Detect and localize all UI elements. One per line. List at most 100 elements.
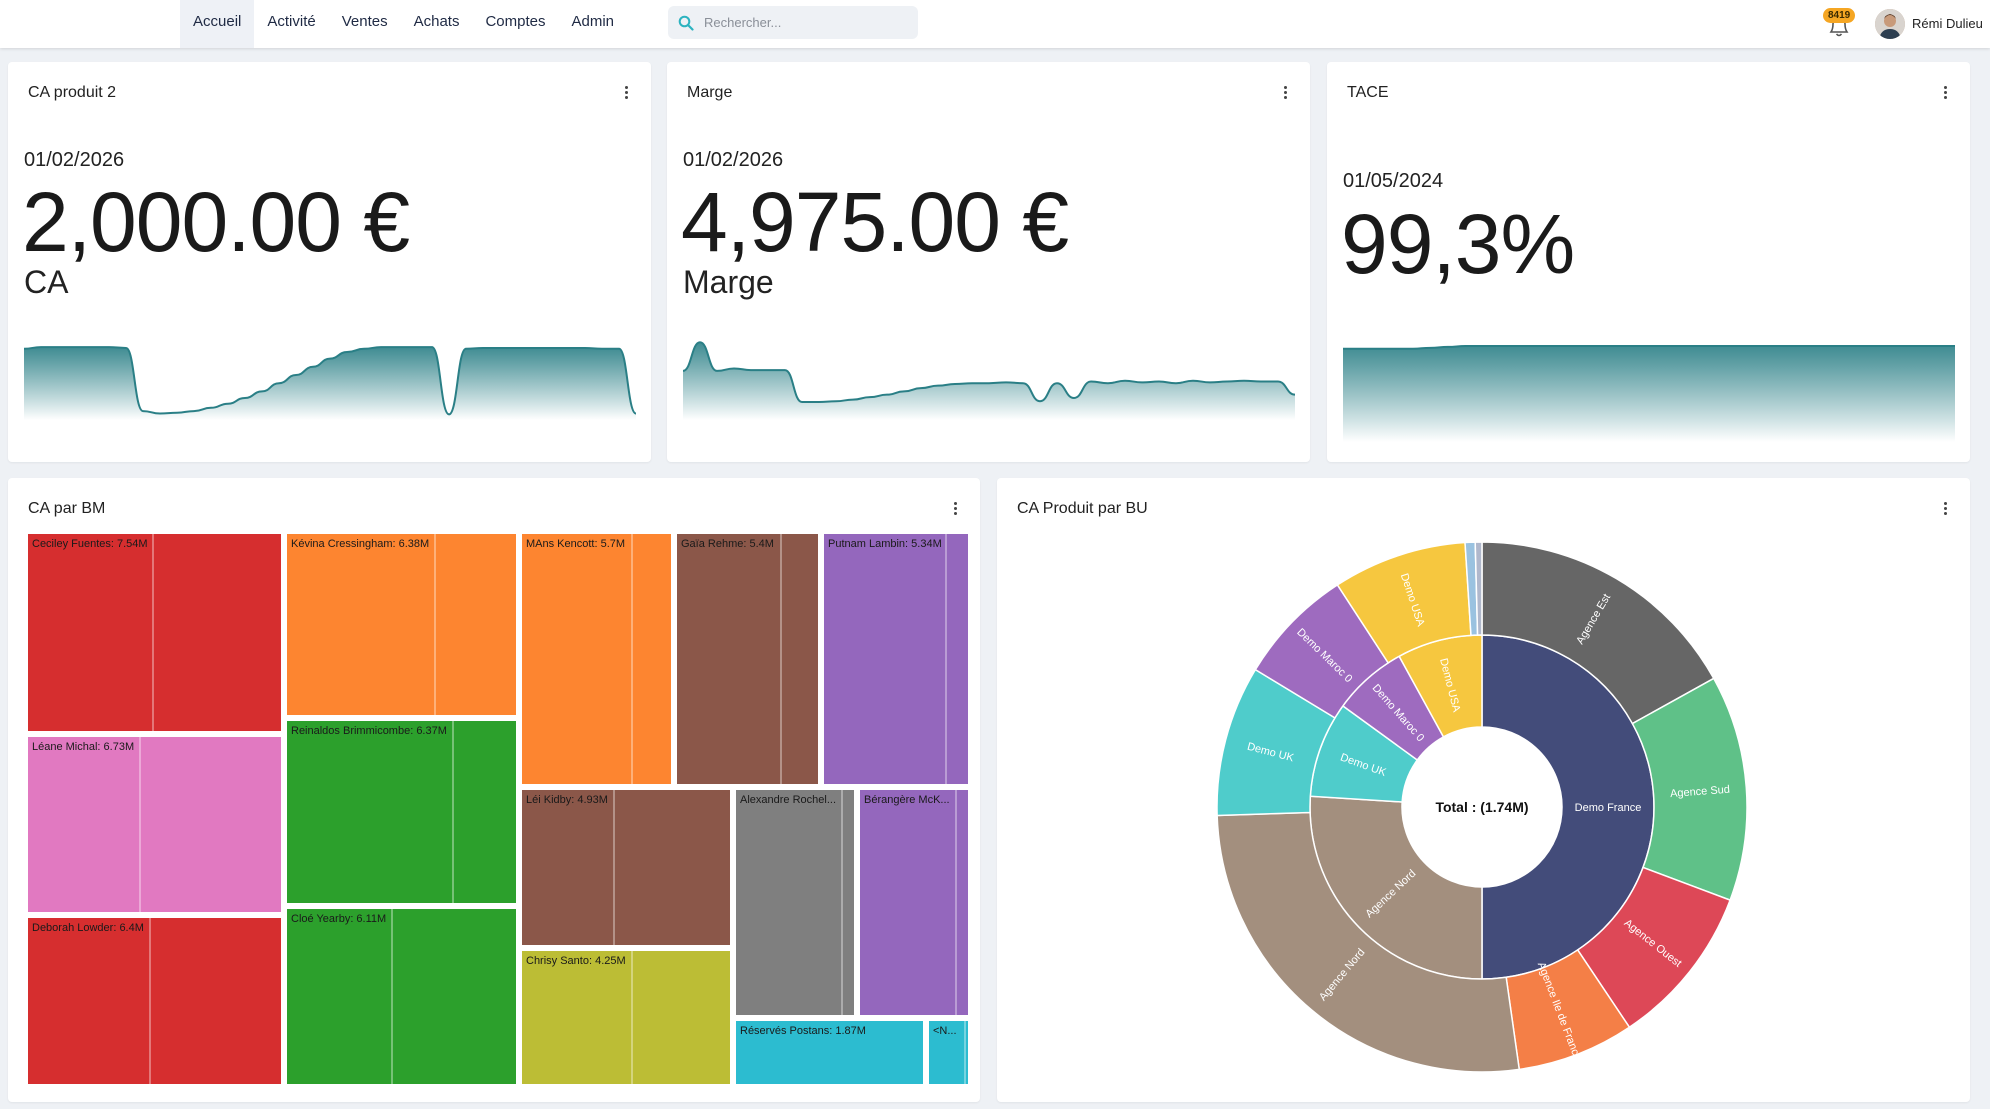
treemap-cell-rect[interactable] bbox=[287, 534, 516, 715]
card-title: CA Produit par BU bbox=[1017, 500, 1148, 517]
card-title: Marge bbox=[687, 84, 733, 101]
kpi-value: 4,975.00 € bbox=[681, 175, 1069, 269]
treemap-cell[interactable]: Deborah Lowder: 6.4M bbox=[28, 918, 281, 1084]
sparkline-area bbox=[1343, 346, 1955, 442]
treemap-cell[interactable]: Reinaldos Brimmicombe: 6.37M bbox=[287, 721, 516, 903]
treemap-cell-rect[interactable] bbox=[287, 909, 516, 1084]
treemap-cell-label: Chrisy Santo: 4.25M bbox=[526, 955, 626, 967]
treemap-cell[interactable]: Cloé Yearby: 6.11M bbox=[287, 909, 516, 1084]
treemap-cell-rect[interactable] bbox=[522, 790, 730, 945]
treemap-cell-rect[interactable] bbox=[522, 951, 730, 1084]
user-photo-icon bbox=[1875, 9, 1905, 39]
treemap-cell[interactable]: MAns Kencott: 5.7M bbox=[522, 534, 671, 784]
treemap-cell[interactable]: Léi Kidby: 4.93M bbox=[522, 790, 730, 945]
more-options-icon[interactable] bbox=[1282, 86, 1288, 102]
avatar[interactable] bbox=[1875, 9, 1905, 39]
top-bar: Accueil Activité Ventes Achats Comptes A… bbox=[0, 0, 1990, 48]
user-name[interactable]: Rémi Dulieu bbox=[1912, 16, 1983, 31]
treemap-cell-rect[interactable] bbox=[28, 737, 281, 912]
sunburst-center bbox=[1403, 728, 1561, 886]
treemap-cell[interactable]: Chrisy Santo: 4.25M bbox=[522, 951, 730, 1084]
treemap-cell-rect[interactable] bbox=[677, 534, 818, 784]
sunburst-total-label: Total : (1.74M) bbox=[1435, 799, 1528, 815]
more-options-icon[interactable] bbox=[1942, 502, 1948, 518]
treemap-cell-label: Léane Michal: 6.73M bbox=[32, 741, 134, 753]
treemap-card: CA par BM Ceciley Fuentes: 7.54M Léane Mi… bbox=[8, 478, 980, 1102]
sparkline-line bbox=[683, 341, 1295, 404]
treemap-cell-label: Alexandre Rochel... bbox=[740, 794, 836, 806]
sparkline-area bbox=[683, 342, 1295, 420]
more-options-icon[interactable] bbox=[1942, 86, 1948, 102]
card-title: TACE bbox=[1347, 84, 1389, 101]
treemap-cell-rect[interactable] bbox=[522, 534, 671, 784]
treemap-cell-rect[interactable] bbox=[28, 918, 281, 1084]
card-title: CA par BM bbox=[28, 500, 106, 517]
kpi-sparkline bbox=[1343, 345, 1955, 442]
more-options-icon[interactable] bbox=[952, 502, 958, 518]
treemap-cell-label: Réservés Postans: 1.87M bbox=[740, 1025, 866, 1037]
kpi-card-tace: TACE 01/05/2024 99,3% bbox=[1327, 62, 1970, 462]
nav-activite[interactable]: Activité bbox=[267, 13, 316, 30]
treemap-cell[interactable]: Léane Michal: 6.73M bbox=[28, 737, 281, 912]
treemap-cell[interactable]: Ceciley Fuentes: 7.54M bbox=[28, 534, 281, 731]
search-icon bbox=[678, 15, 694, 31]
kpi-card-marge: Marge 01/02/2026 4,975.00 € Marge bbox=[667, 62, 1310, 462]
treemap-cell[interactable]: Bérangère McK... bbox=[860, 790, 968, 1015]
nav-comptes[interactable]: Comptes bbox=[485, 13, 546, 30]
treemap-cell-label: MAns Kencott: 5.7M bbox=[526, 538, 625, 550]
search-box bbox=[668, 6, 918, 39]
sunburst-segment-label: Agence Sud bbox=[1670, 784, 1731, 800]
search-input[interactable] bbox=[702, 14, 906, 31]
sunburst-segment-label: Demo France bbox=[1575, 802, 1642, 814]
treemap-chart: Ceciley Fuentes: 7.54M Léane Michal: 6.73… bbox=[28, 534, 968, 1084]
treemap-cell-label: Reinaldos Brimmicombe: 6.37M bbox=[291, 725, 447, 737]
treemap-cell-label: Léi Kidby: 4.93M bbox=[526, 794, 608, 806]
nav-achats[interactable]: Achats bbox=[413, 13, 460, 30]
treemap-cell-label: <N... bbox=[933, 1025, 957, 1037]
sparkline-area bbox=[24, 347, 636, 420]
treemap-cell[interactable]: Putnam Lambin: 5.34M bbox=[824, 534, 968, 784]
treemap-cell-rect[interactable] bbox=[860, 790, 968, 1015]
kpi-date: 01/05/2024 bbox=[1343, 170, 1444, 192]
treemap-cell[interactable]: Alexandre Rochel... bbox=[736, 790, 854, 1015]
treemap-cell[interactable]: <N... bbox=[929, 1021, 968, 1084]
nav-accueil[interactable]: Accueil bbox=[180, 0, 255, 48]
treemap-cell-rect[interactable] bbox=[287, 721, 516, 903]
treemap-cell-label: Bérangère McK... bbox=[864, 794, 950, 806]
treemap-cell-rect[interactable] bbox=[736, 1021, 923, 1084]
treemap-cell-rect[interactable] bbox=[824, 534, 968, 784]
main-nav: Accueil Activité Ventes Achats Comptes A… bbox=[180, 0, 627, 48]
nav-ventes[interactable]: Ventes bbox=[341, 13, 388, 30]
sunburst-outer-segment[interactable] bbox=[1474, 541, 1483, 636]
card-title: CA produit 2 bbox=[28, 84, 117, 101]
treemap-cell-rect[interactable] bbox=[28, 534, 281, 731]
treemap-cell-label: Cloé Yearby: 6.11M bbox=[291, 913, 386, 925]
treemap-cell-label: Putnam Lambin: 5.34M bbox=[828, 538, 942, 550]
kpi-date: 01/02/2026 bbox=[24, 149, 125, 171]
kpi-sparkline bbox=[24, 346, 636, 420]
kpi-label: Marge bbox=[683, 264, 774, 300]
treemap-cell-label: Kévina Cressingham: 6.38M bbox=[291, 538, 429, 550]
treemap-cell-rect[interactable] bbox=[929, 1021, 968, 1084]
nav-admin[interactable]: Admin bbox=[571, 13, 615, 30]
notification-badge: 8419 bbox=[1823, 8, 1856, 23]
treemap-cell[interactable]: Gaïa Rehme: 5.4M bbox=[677, 534, 818, 784]
treemap-cell[interactable]: Kévina Cressingham: 6.38M bbox=[287, 534, 516, 715]
more-options-icon[interactable] bbox=[623, 86, 629, 102]
sunburst-card: CA Produit par BU Demo France Agence Nord… bbox=[997, 478, 1970, 1102]
sparkline-line bbox=[1343, 345, 1955, 350]
kpi-card-ca-produit: CA produit 2 01/02/2026 2,000.00 € CA bbox=[8, 62, 651, 462]
treemap-cell-label: Ceciley Fuentes: 7.54M bbox=[32, 538, 148, 550]
kpi-label: CA bbox=[24, 264, 69, 300]
sparkline-line bbox=[24, 346, 636, 416]
treemap-cell[interactable]: Réservés Postans: 1.87M bbox=[736, 1021, 923, 1084]
sunburst-outer-segment[interactable] bbox=[1216, 811, 1521, 1073]
kpi-sparkline bbox=[683, 341, 1295, 420]
treemap-cell-label: Deborah Lowder: 6.4M bbox=[32, 922, 144, 934]
kpi-date: 01/02/2026 bbox=[683, 149, 784, 171]
treemap-cell-rect[interactable] bbox=[736, 790, 854, 1015]
treemap-cell-label: Gaïa Rehme: 5.4M bbox=[681, 538, 774, 550]
kpi-value: 2,000.00 € bbox=[22, 175, 410, 269]
kpi-value: 99,3% bbox=[1341, 197, 1575, 291]
